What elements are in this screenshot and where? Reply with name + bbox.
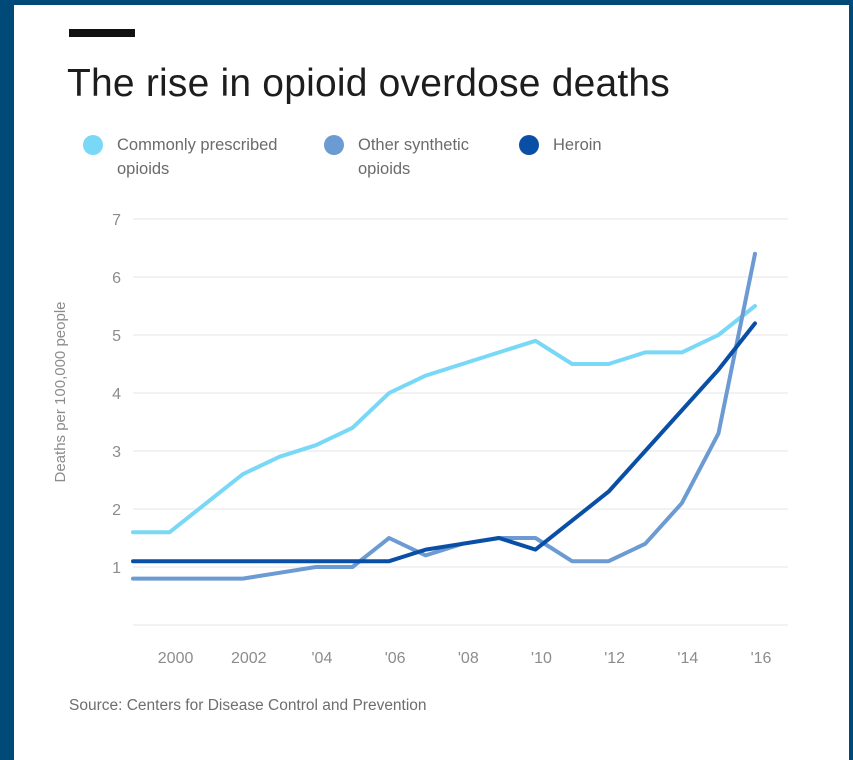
y-tick-label-5: 5 xyxy=(112,328,121,345)
series-line-heroin xyxy=(131,321,757,564)
x-tick-label-2004: '04 xyxy=(312,650,333,667)
y-tick-label-7: 7 xyxy=(112,212,121,229)
y-tick-label-4: 4 xyxy=(112,386,121,403)
y-tick-label-6: 6 xyxy=(112,270,121,287)
legend-label-synthetic: Other synthetic opioids xyxy=(358,136,469,178)
series-line-prescribed xyxy=(131,304,757,535)
legend-item-heroin: Heroin xyxy=(519,133,653,157)
x-tick-label-2006: '06 xyxy=(385,650,406,667)
x-tick-label-2016: '16 xyxy=(751,650,772,667)
chart-title: The rise in opioid overdose deaths xyxy=(67,62,670,105)
y-axis-label: Deaths per 100,000 people xyxy=(52,302,69,483)
y-tick-label-2: 2 xyxy=(112,502,121,519)
x-tick-label-2014: '14 xyxy=(677,650,698,667)
legend-item-synthetic: Other synthetic opioids xyxy=(324,133,498,181)
legend-swatch-synthetic xyxy=(324,135,344,155)
x-tick-label-2008: '08 xyxy=(458,650,479,667)
legend-swatch-prescribed xyxy=(83,135,103,155)
legend-label-prescribed: Commonly prescribed opioids xyxy=(117,136,278,178)
y-tick-label-3: 3 xyxy=(112,444,121,461)
x-tick-label-2000: 2000 xyxy=(158,650,194,667)
chart-card xyxy=(14,5,849,760)
legend-item-prescribed: Commonly prescribed opioids xyxy=(83,133,307,181)
legend-label-heroin: Heroin xyxy=(553,136,602,154)
legend-swatch-heroin xyxy=(519,135,539,155)
x-tick-label-2002: 2002 xyxy=(231,650,267,667)
series-line-synthetic xyxy=(131,251,757,581)
y-tick-label-1: 1 xyxy=(112,560,121,577)
x-tick-label-2010: '10 xyxy=(531,650,552,667)
title-accent-bar xyxy=(69,29,135,37)
x-tick-label-2012: '12 xyxy=(604,650,625,667)
source-note: Source: Centers for Disease Control and … xyxy=(69,697,427,714)
